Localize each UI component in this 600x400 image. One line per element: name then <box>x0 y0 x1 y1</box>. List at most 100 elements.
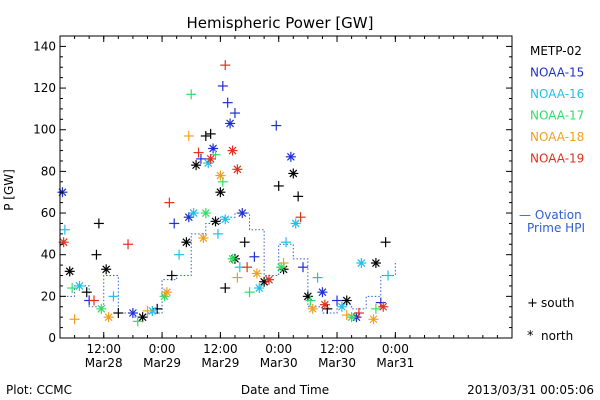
legend-layer: METP-02 NOAA-15 NOAA-16 NOAA-17 NOAA-18 NOAA-… <box>519 44 585 344</box>
point-noaa-15-14 <box>285 151 296 162</box>
point-metp-02-8 <box>166 270 177 281</box>
point-metp-02-24 <box>322 303 333 314</box>
legend-ovation-line2: Prime HPI <box>527 221 585 235</box>
symbol-legend-south-label: south <box>541 296 575 310</box>
point-noaa-16-16 <box>383 270 394 281</box>
x-tick-date-label: Mar30 <box>318 356 356 370</box>
point-noaa-16-15 <box>356 258 367 269</box>
point-noaa-19-14 <box>378 301 389 312</box>
x-tick-date-label: Mar28 <box>85 356 123 370</box>
data-points-layer <box>57 60 394 327</box>
point-noaa-16-10 <box>254 283 265 294</box>
point-noaa-18-2 <box>142 305 153 316</box>
point-metp-02-9 <box>181 237 192 248</box>
point-metp-02-19 <box>273 180 284 191</box>
symbol-legend-north-label: north <box>541 329 573 343</box>
point-metp-02-15 <box>220 283 231 294</box>
legend-entry-noaa-17: NOAA-17 <box>530 109 584 123</box>
point-noaa-16-8 <box>220 214 231 225</box>
point-metp-02-14 <box>215 187 226 198</box>
y-axis-label: P [GW] <box>2 169 16 211</box>
plot-frame <box>59 35 513 339</box>
point-noaa-18-10 <box>307 303 318 314</box>
point-noaa-19-8 <box>232 164 243 175</box>
point-metp-02-22 <box>293 191 304 202</box>
point-noaa-15-7 <box>217 80 228 91</box>
point-noaa-18-11 <box>341 310 352 321</box>
point-noaa-16-11 <box>281 237 291 248</box>
y-tick-label: 100 <box>33 123 56 137</box>
y-tick-label: 140 <box>33 39 56 53</box>
x-tick-time-label: 12:00 <box>320 342 355 356</box>
point-noaa-15-9 <box>225 118 236 129</box>
point-noaa-17-0 <box>67 283 78 294</box>
point-noaa-15-10 <box>229 108 240 119</box>
x-tick-date-label: Mar30 <box>260 356 298 370</box>
point-noaa-17-8 <box>227 253 238 264</box>
axes-layer: 02040608010012014012:00Mar280:00Mar2912:… <box>33 35 513 370</box>
x-tick-time-label: 12:00 <box>203 342 238 356</box>
point-metp-02-0 <box>64 266 75 277</box>
chart-title: Hemispheric Power [GW] <box>187 14 374 32</box>
symbol-legend-south-symbol: + <box>527 296 538 311</box>
point-metp-02-21 <box>288 168 299 179</box>
point-noaa-16-6 <box>203 158 214 169</box>
point-noaa-15-15 <box>298 262 309 273</box>
point-noaa-15-6 <box>208 143 219 154</box>
point-noaa-18-3 <box>161 287 172 298</box>
point-noaa-19-6 <box>220 60 231 71</box>
point-noaa-16-1 <box>74 280 85 291</box>
point-noaa-17-6 <box>210 149 221 160</box>
y-tick-label: 80 <box>41 164 56 178</box>
point-noaa-17-2 <box>132 316 143 327</box>
point-noaa-15-11 <box>237 208 248 219</box>
point-metp-02-17 <box>239 237 250 248</box>
legend-ovation-line1: — Ovation <box>519 208 582 222</box>
point-noaa-19-1 <box>89 295 100 306</box>
point-noaa-17-12 <box>346 312 357 323</box>
point-noaa-16-0 <box>59 224 70 235</box>
point-noaa-17-5 <box>200 208 211 219</box>
point-metp-02-5 <box>113 308 124 319</box>
point-metp-02-25 <box>341 295 352 306</box>
point-noaa-18-8 <box>251 268 262 279</box>
point-noaa-18-7 <box>232 272 243 283</box>
point-noaa-16-5 <box>188 208 199 219</box>
x-tick-date-label: Mar29 <box>143 356 181 370</box>
point-noaa-17-11 <box>305 295 316 306</box>
point-noaa-19-10 <box>263 274 274 285</box>
point-noaa-17-1 <box>96 303 107 314</box>
x-tick-time-label: 0:00 <box>382 342 409 356</box>
x-axis-label: Date and Time <box>241 383 329 397</box>
y-tick-label: 20 <box>41 289 56 303</box>
point-metp-02-2 <box>91 249 102 260</box>
point-noaa-18-1 <box>103 312 114 323</box>
legend-entry-metp-02: METP-02 <box>530 44 582 58</box>
point-noaa-18-6 <box>215 170 226 181</box>
point-noaa-19-11 <box>295 212 306 223</box>
x-tick-time-label: 0:00 <box>149 342 176 356</box>
point-noaa-17-9 <box>244 287 255 298</box>
point-metp-02-1 <box>81 287 92 298</box>
legend-entry-noaa-16: NOAA-16 <box>530 87 584 101</box>
point-noaa-19-4 <box>193 147 204 158</box>
point-metp-02-4 <box>101 264 112 275</box>
point-metp-02-23 <box>302 291 313 302</box>
point-noaa-16-13 <box>312 272 323 283</box>
y-tick-label: 0 <box>48 331 56 345</box>
point-noaa-19-2 <box>123 239 134 250</box>
y-tick-label: 120 <box>33 81 56 95</box>
point-metp-02-3 <box>93 218 104 229</box>
x-tick-date-label: Mar31 <box>376 356 414 370</box>
point-noaa-15-17 <box>332 295 343 306</box>
point-noaa-15-8 <box>222 97 233 108</box>
point-metp-02-6 <box>137 312 148 323</box>
legend-entry-noaa-15: NOAA-15 <box>530 66 584 80</box>
point-noaa-15-3 <box>169 218 180 229</box>
x-tick-time-label: 0:00 <box>265 342 292 356</box>
point-noaa-17-13 <box>370 303 381 314</box>
point-noaa-17-4 <box>186 89 197 100</box>
point-noaa-19-5 <box>205 153 216 164</box>
ovation-prime-line <box>60 212 396 318</box>
